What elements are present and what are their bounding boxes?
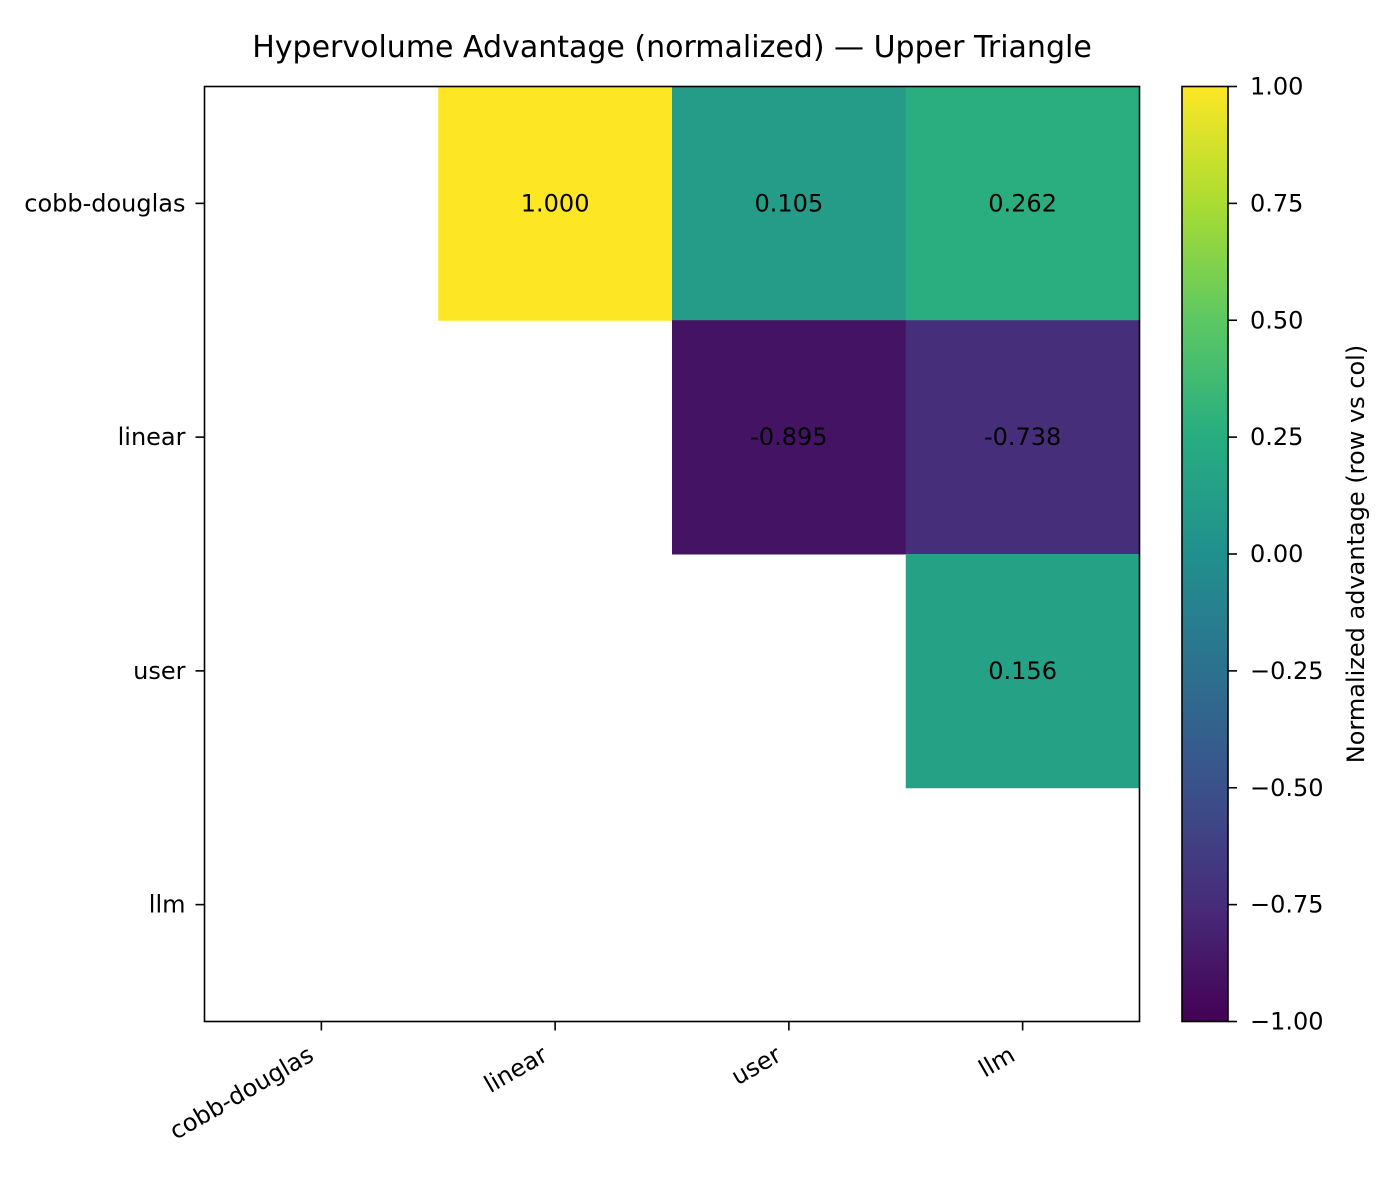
colorbar-ticks: 1.00 0.75 0.50 0.25 0.00 −0.25 −0.50 −0.75 −1.00	[1228, 73, 1324, 1036]
heatmap-cell	[438, 86, 673, 321]
x-tick-label: cobb-douglas	[165, 1040, 319, 1145]
colorbar-tick-label: −0.50	[1250, 774, 1324, 802]
colorbar-gradient	[1181, 85, 1229, 1023]
cell-value-label: -0.895	[750, 423, 827, 451]
heatmap-cell	[905, 554, 1140, 789]
heatmap-cell	[672, 320, 907, 555]
colorbar: 1.00 0.75 0.50 0.25 0.00 −0.25 −0.50 −0.75 −1.00…	[1181, 73, 1370, 1036]
colorbar-tick-label: −0.25	[1250, 657, 1324, 685]
cell-value-label: 1.000	[521, 189, 590, 217]
heatmap-cells: 1.000 0.105 0.262 -0.895 -0.738 0.156	[438, 86, 1140, 789]
x-axis: cobb-douglas linear user llm	[165, 1021, 1024, 1145]
heatmap-cell	[672, 86, 907, 321]
colorbar-tick-label: 1.00	[1250, 73, 1303, 101]
cell-value-label: 0.105	[755, 189, 824, 217]
colorbar-title: Normalized advantage (row vs col)	[1342, 345, 1370, 763]
colorbar-tick-label: −0.75	[1250, 891, 1324, 919]
y-tick-label: linear	[118, 423, 186, 451]
x-tick-label: llm	[974, 1040, 1020, 1083]
plot-frame	[203, 85, 1141, 1023]
x-tick-label: user	[727, 1040, 786, 1090]
cell-value-label: 0.262	[988, 189, 1057, 217]
colorbar-tick-label: −1.00	[1250, 1008, 1324, 1036]
y-axis: cobb-douglas linear user llm	[24, 189, 205, 919]
colorbar-tick-label: 0.50	[1250, 306, 1303, 334]
colorbar-tick-label: 0.00	[1250, 540, 1303, 568]
y-tick-label: user	[133, 657, 185, 685]
colorbar-tick-label: 0.75	[1250, 189, 1303, 217]
chart-title: Hypervolume Advantage (normalized) — Upp…	[252, 30, 1092, 65]
heatmap-cell	[905, 320, 1140, 555]
y-tick-label: cobb-douglas	[24, 189, 185, 217]
colorbar-tick-label: 0.25	[1250, 423, 1303, 451]
x-tick-label: linear	[479, 1040, 552, 1098]
heatmap-cell	[905, 86, 1140, 321]
cell-value-label: -0.738	[984, 423, 1061, 451]
cell-value-label: 0.156	[988, 657, 1057, 685]
y-tick-label: llm	[149, 891, 186, 919]
